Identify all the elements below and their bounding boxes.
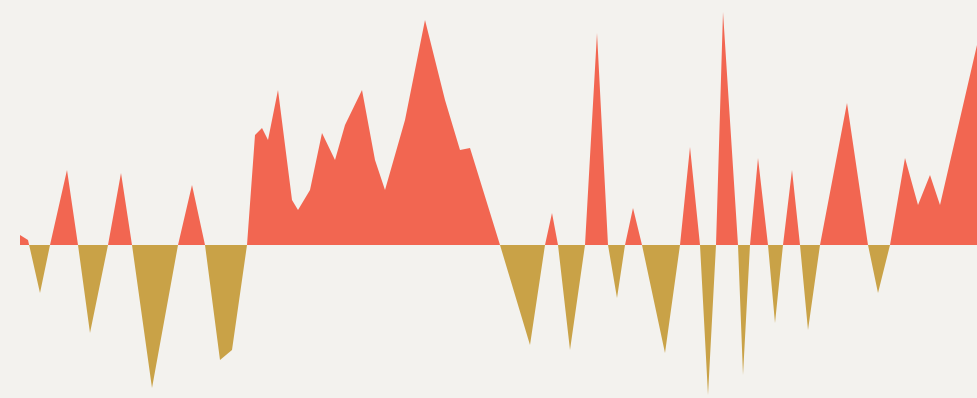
- negative-area: [20, 245, 977, 395]
- positive-area: [20, 12, 977, 245]
